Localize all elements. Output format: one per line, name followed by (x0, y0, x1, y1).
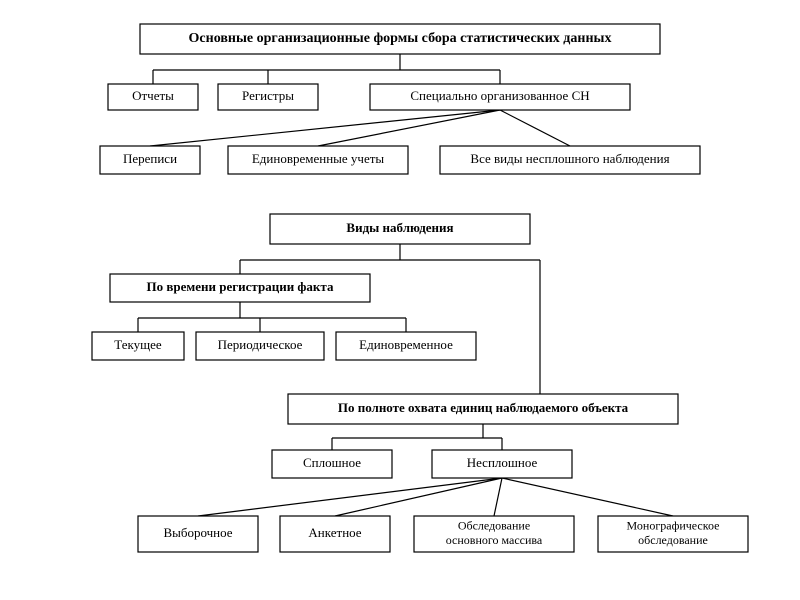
node-r2b1: Сплошное (272, 450, 392, 478)
node-r2b2a: Выборочное (138, 516, 258, 552)
connector (318, 110, 500, 146)
node-label: Выборочное (163, 525, 232, 540)
connector (500, 110, 570, 146)
node-label: Все виды несплошного наблюдения (470, 151, 669, 166)
node-r1c2: Регистры (218, 84, 318, 110)
node-r2b2c: Обследованиеосновного массива (414, 516, 574, 552)
connector (150, 110, 500, 146)
node-label: По полноте охвата единиц наблюдаемого об… (338, 400, 629, 415)
node-r2a2: Периодическое (196, 332, 324, 360)
node-label: Текущее (114, 337, 162, 352)
node-label: Сплошное (303, 455, 361, 470)
node-label: обследование (638, 533, 708, 547)
node-r2b2b: Анкетное (280, 516, 390, 552)
node-r2b2: Несплошное (432, 450, 572, 478)
nodes-layer: Основные организационные формы сбора ста… (92, 24, 748, 552)
node-r1c3: Специально организованное СН (370, 84, 630, 110)
node-label: Монографическое (627, 519, 720, 533)
node-r1c3c: Все виды несплошного наблюдения (440, 146, 700, 174)
hierarchy-diagram: Основные организационные формы сбора ста… (0, 0, 800, 600)
node-label: Специально организованное СН (410, 88, 589, 103)
node-label: Основные организационные формы сбора ста… (189, 31, 612, 46)
connector (494, 478, 502, 516)
node-r1c3a: Переписи (100, 146, 200, 174)
node-r1c1: Отчеты (108, 84, 198, 110)
node-label: Регистры (242, 88, 294, 103)
node-label: Несплошное (467, 455, 538, 470)
node-root1: Основные организационные формы сбора ста… (140, 24, 660, 54)
node-r2b: По полноте охвата единиц наблюдаемого об… (288, 394, 678, 424)
connector (198, 478, 502, 516)
node-label: Периодическое (218, 337, 303, 352)
node-label: Виды наблюдения (346, 220, 453, 235)
node-r2a3: Единовременное (336, 332, 476, 360)
node-r2b2d: Монографическоеобследование (598, 516, 748, 552)
node-r2a1: Текущее (92, 332, 184, 360)
node-label: Анкетное (308, 525, 361, 540)
node-r1c3b: Единовременные учеты (228, 146, 408, 174)
node-label: Обследование (458, 519, 530, 533)
node-label: основного массива (446, 533, 543, 547)
node-label: Отчеты (132, 88, 174, 103)
node-label: Переписи (123, 151, 177, 166)
node-label: Единовременные учеты (252, 151, 385, 166)
node-label: По времени регистрации факта (147, 279, 334, 294)
node-root2: Виды наблюдения (270, 214, 530, 244)
connector (502, 478, 673, 516)
node-r2a: По времени регистрации факта (110, 274, 370, 302)
node-label: Единовременное (359, 337, 453, 352)
connector (335, 478, 502, 516)
